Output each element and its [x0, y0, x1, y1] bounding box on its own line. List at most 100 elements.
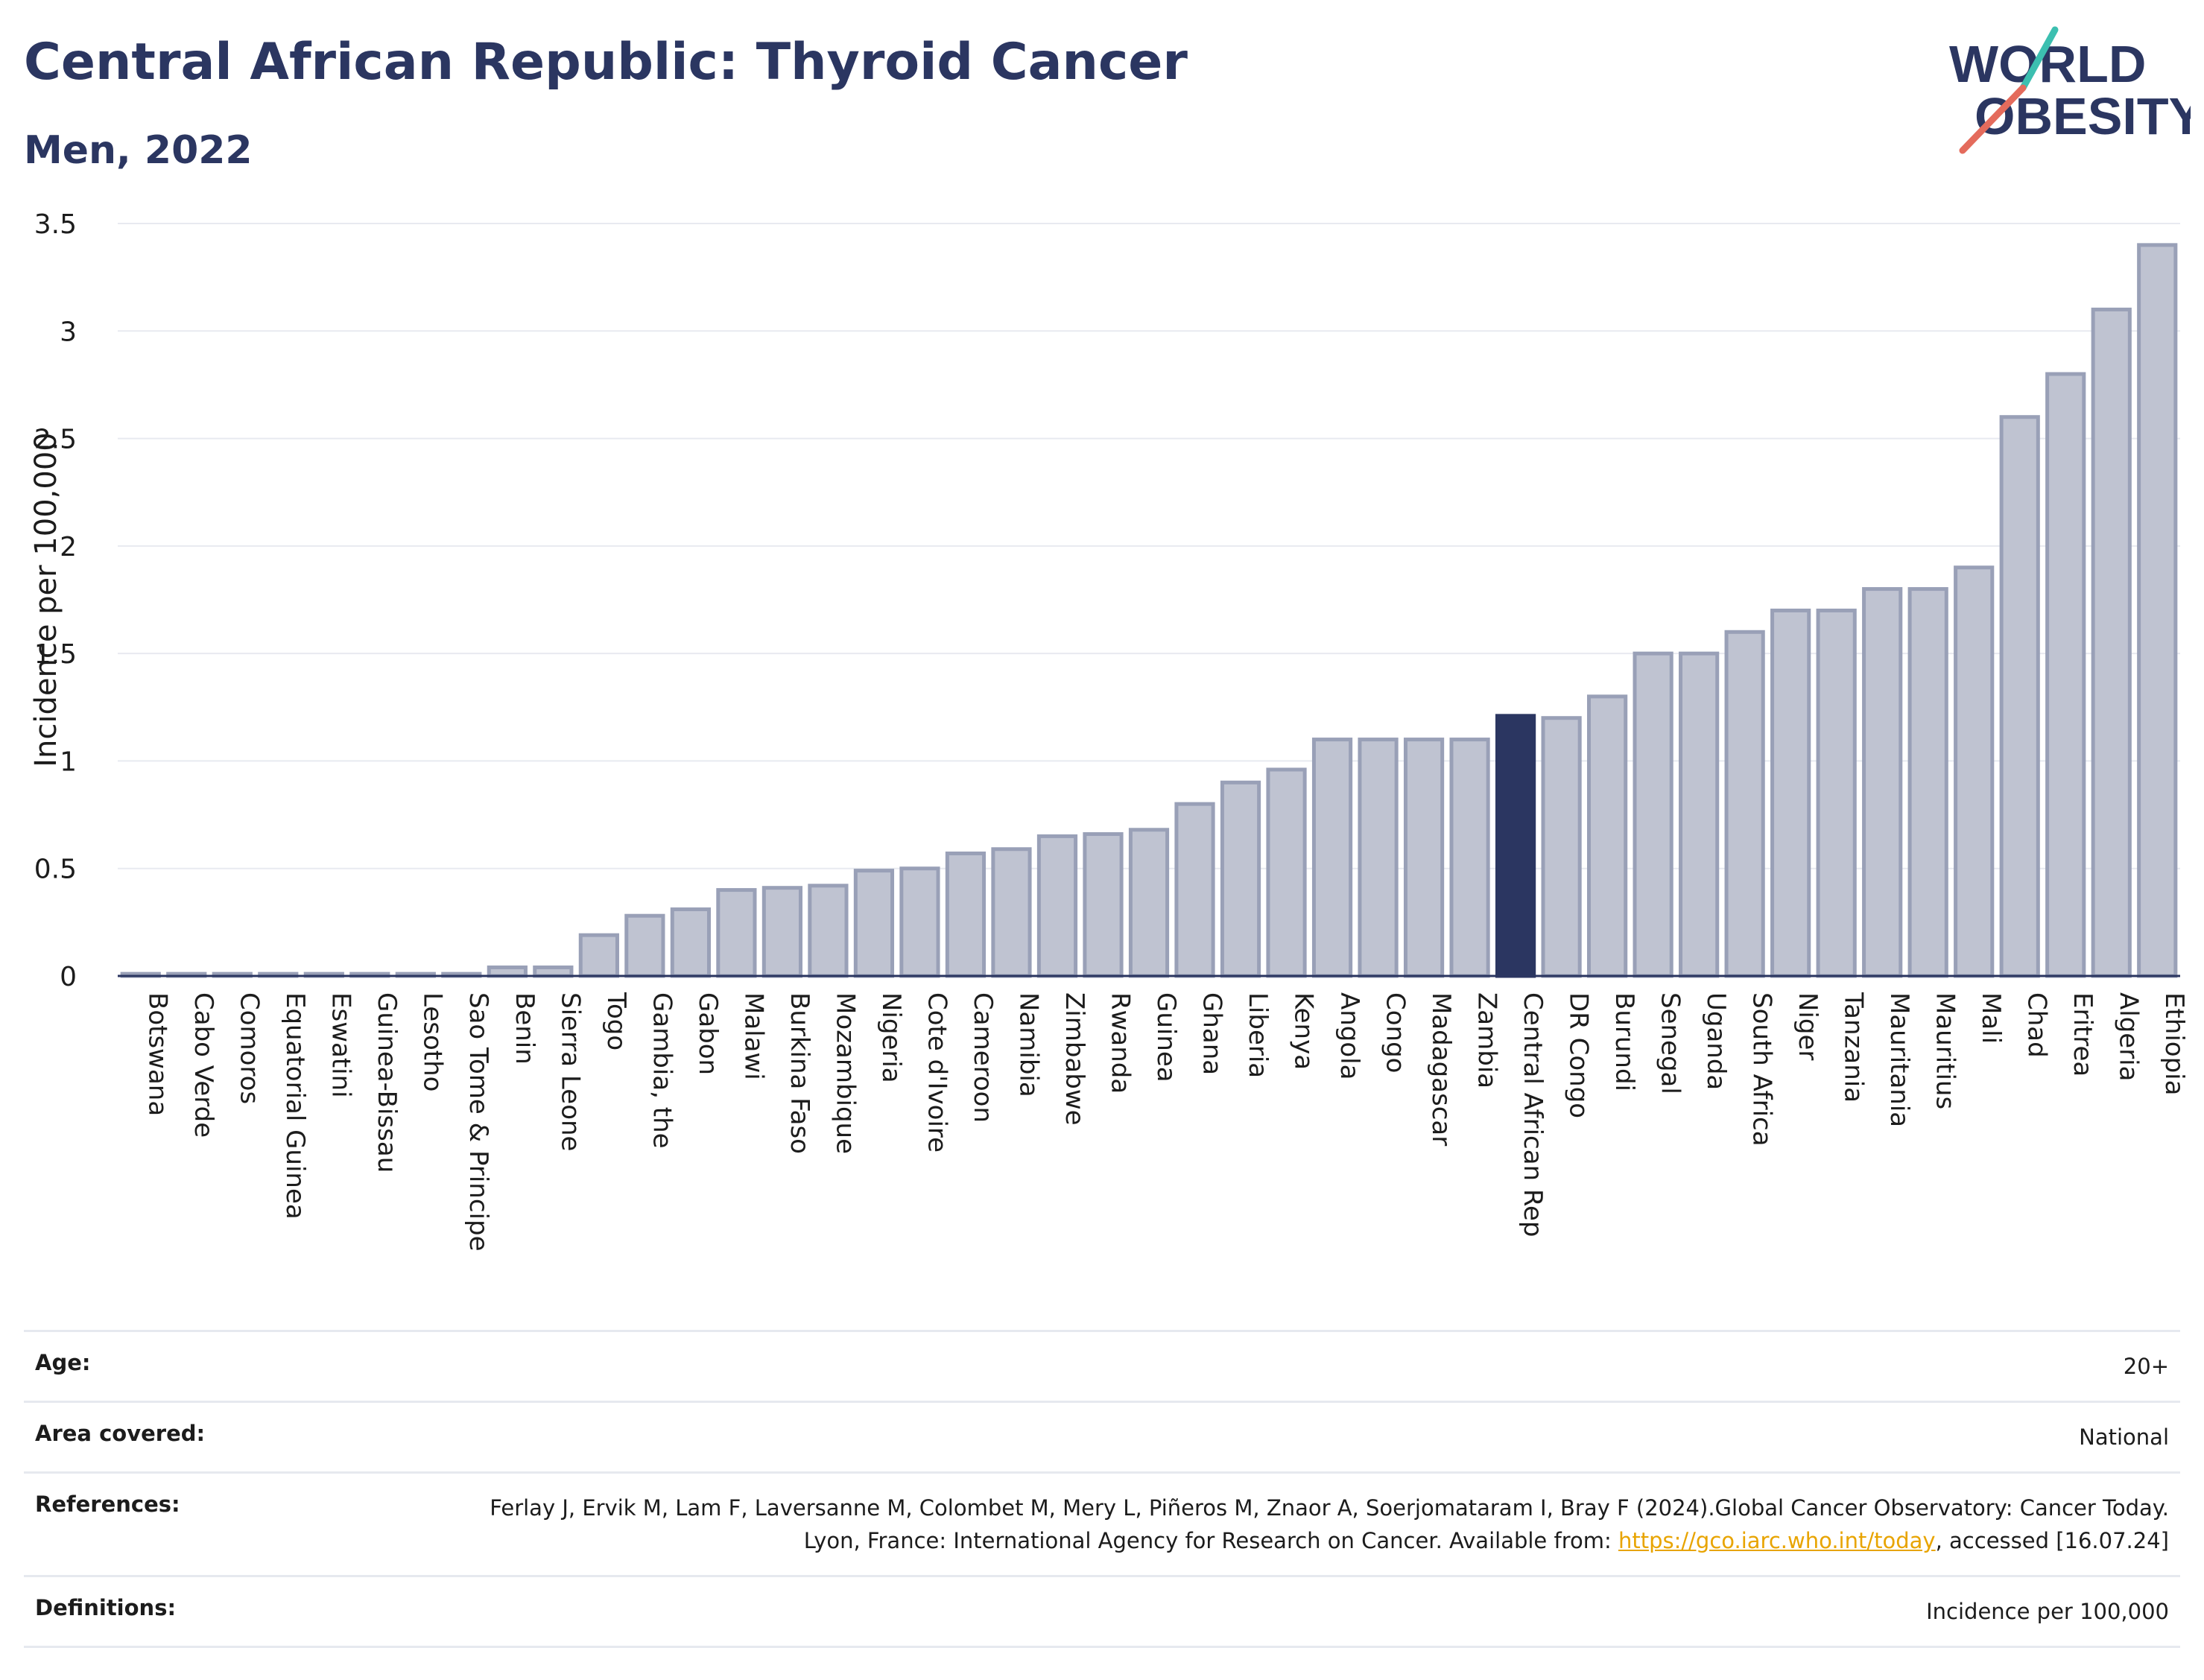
references-link[interactable]: https://gco.iarc.who.int/today: [1618, 1528, 1936, 1553]
x-tick-label: Burkina Faso: [785, 992, 814, 1154]
bar: [1999, 415, 2040, 978]
bar: [1770, 608, 1811, 978]
references-text: Ferlay J, Ervik M, Lam F, Laversanne M, …: [490, 1495, 2169, 1553]
bar: [1083, 832, 1124, 978]
references-label: References:: [24, 1471, 463, 1576]
bar-highlight: [1495, 714, 1536, 978]
x-tick-label: Liberia: [1243, 992, 1273, 1078]
bar: [1036, 834, 1078, 978]
bar: [853, 869, 895, 978]
chart-subtitle: Men, 2022: [24, 128, 253, 173]
bar: [808, 884, 849, 978]
x-tick-label: Mauritius: [1931, 992, 1960, 1109]
bar: [1311, 738, 1353, 978]
age-value: 20+: [463, 1330, 2180, 1402]
bar: [1633, 651, 1673, 978]
bar: [1449, 738, 1490, 978]
x-tick-label: Togo: [601, 992, 631, 1050]
bar: [761, 886, 803, 978]
x-tick-label: Zambia: [1472, 992, 1501, 1088]
bar: [1816, 608, 1857, 978]
x-tick-label: Chad: [2022, 992, 2052, 1058]
x-tick-label: Rwanda: [1105, 992, 1135, 1094]
x-tick-label: Angola: [1334, 992, 1364, 1080]
x-tick-label: Zimbabwe: [1060, 992, 1089, 1126]
y-axis-label: Incidence per 100,000: [29, 432, 63, 767]
x-tick-label: Namibia: [1013, 992, 1043, 1097]
y-tick-label: 3: [60, 317, 77, 347]
area-label: Area covered:: [24, 1401, 463, 1473]
x-tick-label: Eritrea: [2068, 992, 2097, 1077]
bar: [1907, 587, 1948, 978]
bar: [1403, 738, 1445, 978]
bar: [1128, 828, 1170, 978]
x-tick-label: Burundi: [1609, 992, 1639, 1091]
x-tick-labels: Botswana Cabo Verde Comoros Equatorial Guin…: [143, 992, 2189, 1252]
x-tick-label: Kenya: [1288, 992, 1318, 1070]
y-tick-labels: 0 0.5 1 1.5 2 2.5 3 3.5: [34, 209, 77, 992]
chart-title: Central African Republic: Thyroid Cancer: [24, 33, 1188, 92]
bar: [1220, 780, 1261, 978]
definitions-label: Definitions:: [24, 1575, 463, 1648]
bar-chart: 0 0.5 1 1.5 2 2.5 3 3.5 Botswana Cabo Verde Comor…: [29, 209, 2189, 1252]
world-obesity-logo: WORLD OBESITY: [1949, 26, 2191, 154]
bar: [624, 913, 665, 978]
x-tick-label: Congo: [1380, 992, 1410, 1073]
y-tick-label: 0.5: [34, 855, 77, 885]
bar: [945, 852, 987, 978]
row-references: References: Ferlay J, Ervik M, Lam F, La…: [24, 1471, 2180, 1576]
x-tick-label: Cabo Verde: [189, 992, 218, 1138]
x-tick-label: Niger: [1793, 992, 1823, 1060]
bar: [487, 965, 528, 978]
x-tick-label: Comoros: [235, 992, 265, 1104]
bar: [1862, 587, 1903, 978]
x-tick-label: Gabon: [693, 992, 723, 1075]
bar: [1358, 738, 1399, 978]
x-tick-label: Eswatini: [326, 992, 356, 1098]
metadata-table: Age: 20+ Area covered: National Referenc…: [24, 1330, 2180, 1648]
x-tick-label: Malawi: [738, 992, 768, 1080]
bar: [1541, 716, 1582, 978]
x-tick-label: Senegal: [1656, 992, 1685, 1094]
x-tick-label: Nigeria: [876, 992, 906, 1083]
bar: [716, 888, 757, 978]
bar: [578, 933, 619, 978]
bar: [1954, 565, 1995, 978]
area-value: National: [463, 1401, 2180, 1473]
bar: [1174, 802, 1215, 978]
x-tick-label: DR Congo: [1564, 992, 1594, 1118]
x-tick-label: Benin: [510, 992, 539, 1065]
x-tick-label: Lesotho: [418, 992, 448, 1091]
x-tick-label: Gambia, the: [647, 992, 677, 1149]
y-tick-label: 1: [60, 747, 77, 777]
bar: [1724, 630, 1765, 978]
y-tick-label: 2: [60, 532, 77, 562]
x-tick-label: Madagascar: [1426, 992, 1456, 1146]
definitions-value: Incidence per 100,000: [463, 1575, 2180, 1648]
bar: [899, 866, 940, 978]
x-tick-label: Tanzania: [1839, 992, 1869, 1103]
y-tick-label: 2.5: [34, 425, 77, 455]
bar: [533, 965, 574, 978]
logo-teal-stroke: [2019, 26, 2059, 92]
references-tail: , accessed [16.07.24]: [1935, 1528, 2169, 1553]
bar: [1679, 651, 1720, 978]
row-age: Age: 20+: [24, 1330, 2180, 1402]
bar: [670, 907, 711, 978]
x-tick-label: Algeria: [2114, 992, 2144, 1081]
y-tick-label: 3.5: [34, 209, 77, 240]
x-tick-label: South Africa: [1747, 992, 1777, 1147]
x-tick-label: Equatorial Guinea: [280, 992, 310, 1220]
bar: [1587, 694, 1628, 978]
row-area: Area covered: National: [24, 1401, 2180, 1473]
row-definitions: Definitions: Incidence per 100,000: [24, 1575, 2180, 1648]
x-tick-label: Sao Tome & Principe: [463, 992, 493, 1252]
bars: [120, 243, 2178, 978]
x-tick-label: Cote d'Ivoire: [922, 992, 951, 1153]
y-tick-label: 0: [60, 962, 77, 992]
bar: [1266, 767, 1307, 978]
x-tick-label: Cameroon: [968, 992, 998, 1123]
logo-coral-stroke: [1959, 84, 2027, 154]
x-tick-label: Mozambique: [830, 992, 860, 1154]
x-tick-label: Guinea: [1151, 992, 1181, 1083]
